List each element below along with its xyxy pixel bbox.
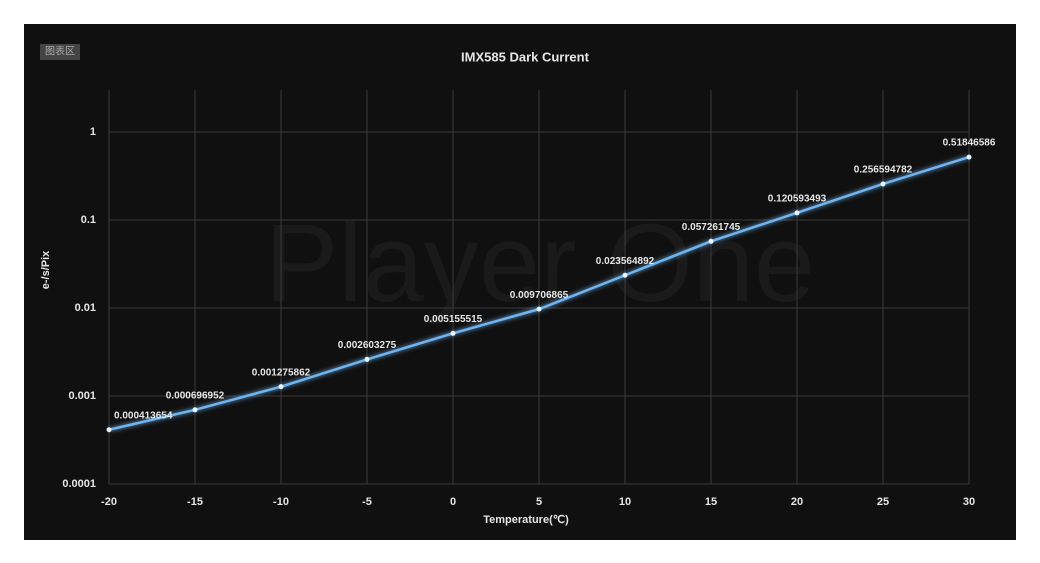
data-label: 0.001275862 <box>252 367 311 378</box>
point <box>450 330 456 336</box>
point <box>880 181 886 187</box>
point <box>622 272 628 278</box>
chart-title: IMX585 Dark Current <box>461 49 590 64</box>
point <box>966 154 972 160</box>
y-tick-label: 0.1 <box>81 214 96 226</box>
y-tick-label: 0.001 <box>68 390 96 402</box>
data-label: 0.000413654 <box>114 410 173 421</box>
y-axis-label: e-/s/Pix <box>40 250 52 289</box>
data-label: 0.023564892 <box>596 256 655 267</box>
data-label: 0.002603275 <box>338 340 397 351</box>
point <box>278 384 284 390</box>
x-tick-label: -15 <box>187 496 203 508</box>
point <box>106 427 112 433</box>
x-tick-label: 20 <box>791 496 803 508</box>
point <box>364 356 370 362</box>
y-tick-label: 1 <box>90 126 96 138</box>
point <box>708 238 714 244</box>
data-label: 0.51846586 <box>943 138 996 149</box>
x-tick-label: 5 <box>536 496 542 508</box>
data-label: 0.057261745 <box>682 222 741 233</box>
x-tick-label: -10 <box>273 496 289 508</box>
x-tick-label: 10 <box>619 496 631 508</box>
x-tick-label: 0 <box>450 496 456 508</box>
x-axis-label: Temperature(℃) <box>483 514 569 526</box>
data-label: 0.120593493 <box>768 193 827 204</box>
panel-label: 图表区 <box>45 45 75 58</box>
watermark: Player One <box>265 202 815 325</box>
panel <box>24 24 1016 540</box>
panel-label-box <box>40 44 80 60</box>
data-label: 0.005155515 <box>424 314 483 325</box>
data-label: 0.256594782 <box>854 165 913 176</box>
data-label: 0.009706865 <box>510 290 569 301</box>
data-label: 0.000696952 <box>166 390 225 401</box>
x-tick-label: 15 <box>705 496 717 508</box>
x-tick-label: -5 <box>362 496 372 508</box>
point <box>536 306 542 312</box>
x-tick-label: 30 <box>963 496 975 508</box>
y-tick-label: 0.0001 <box>62 478 96 490</box>
point <box>794 210 800 216</box>
x-tick-label: 25 <box>877 496 889 508</box>
y-tick-label: 0.01 <box>75 302 96 314</box>
x-tick-label: -20 <box>101 496 117 508</box>
point <box>192 407 198 413</box>
